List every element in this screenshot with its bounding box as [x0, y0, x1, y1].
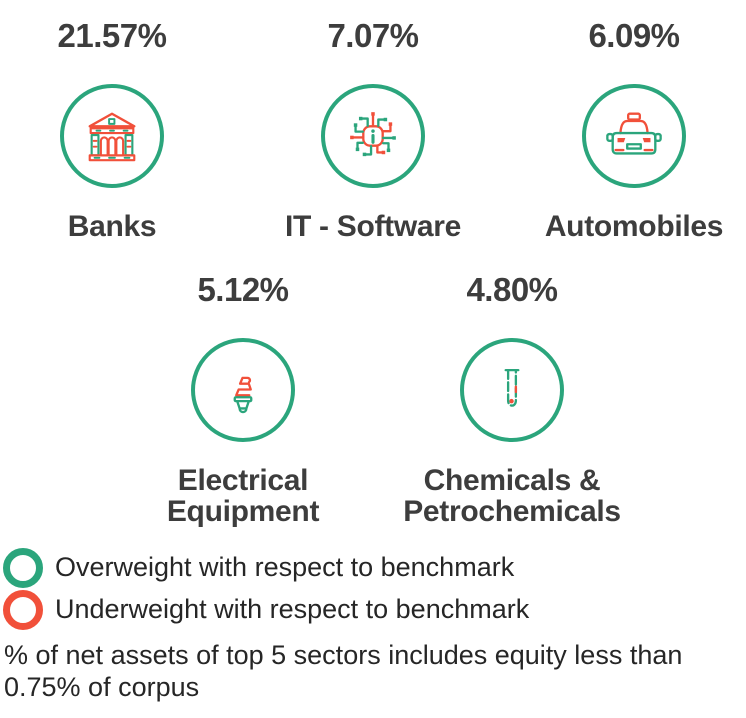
- cfl-bulb-icon: [233, 376, 253, 414]
- sector-name-label: Banks: [67, 210, 157, 243]
- sector-weight-value: 6.09%: [588, 17, 680, 54]
- sector-row-top: 21.57%: [0, 17, 746, 243]
- legend: Overweight with respect to benchmark Und…: [3, 547, 746, 631]
- legend-label: Overweight with respect to benchmark: [55, 552, 515, 583]
- sector-icon-circle: [582, 84, 686, 188]
- legend-label: Underweight with respect to benchmark: [55, 594, 530, 625]
- underweight-ring-icon: [3, 590, 43, 630]
- sector-icon-circle: [60, 84, 164, 188]
- sector-name-label: IT - Software: [284, 210, 462, 243]
- sector-card-it-software: 7.07%: [261, 17, 485, 243]
- sector-weight-value: 21.57%: [57, 17, 167, 54]
- microchip-icon: [350, 112, 396, 157]
- overweight-ring-icon: [3, 548, 43, 588]
- sector-weight-value: 4.80%: [466, 271, 558, 308]
- bank-building-icon: [88, 112, 136, 162]
- test-tube-icon: [504, 368, 520, 407]
- sector-card-banks: 21.57%: [0, 17, 224, 243]
- sector-icon-circle: [321, 84, 425, 188]
- sector-row-bottom: 5.12% Electrical Equipment 4.80%: [0, 271, 746, 528]
- sector-card-automobiles: 6.09% Automobiles: [522, 17, 746, 243]
- sector-weight-value: 7.07%: [327, 17, 419, 54]
- sector-name-label: Electrical Equipment: [166, 464, 320, 528]
- sector-name-label: Automobiles: [544, 210, 724, 243]
- sector-icon-circle: [460, 338, 564, 442]
- legend-item-underweight: Underweight with respect to benchmark: [3, 589, 746, 631]
- sector-card-electrical-equipment: 5.12% Electrical Equipment: [128, 271, 358, 528]
- legend-item-overweight: Overweight with respect to benchmark: [3, 547, 746, 589]
- footnote-text: % of net assets of top 5 sectors include…: [4, 640, 683, 703]
- sector-name-label: Chemicals & Petrochemicals: [403, 464, 621, 528]
- sector-icon-circle: [191, 338, 295, 442]
- car-icon: [606, 112, 662, 155]
- sector-weight-value: 5.12%: [197, 271, 289, 308]
- sector-card-chemicals-petrochemicals: 4.80% Chemicals & Petrochemicals: [397, 271, 627, 528]
